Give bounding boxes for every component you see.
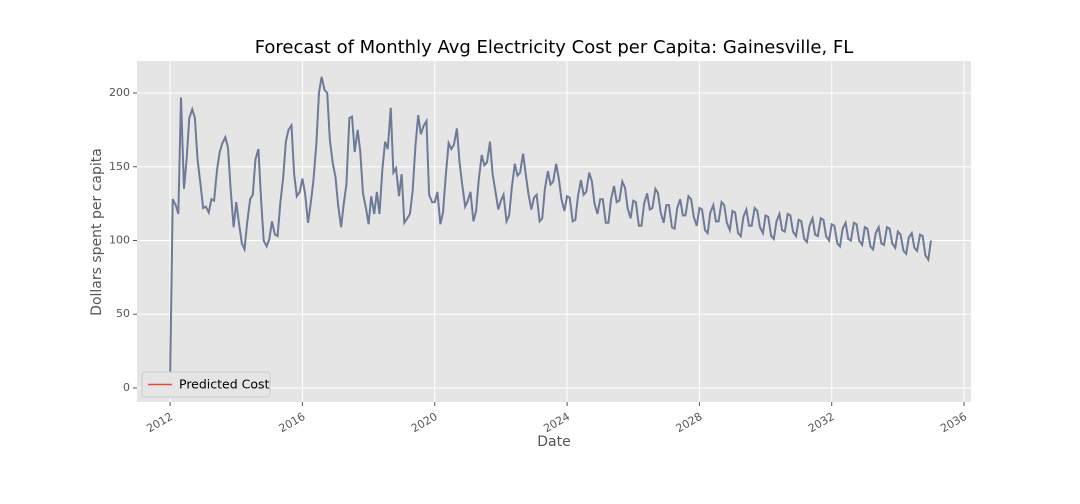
plot-area [137, 61, 971, 402]
y-tick-label: 100 [109, 233, 130, 246]
x-tick-label: 2016 [277, 410, 308, 435]
x-tick-label: 2012 [144, 410, 175, 435]
y-axis-label: Dollars spent per capita [89, 148, 105, 316]
legend-box [141, 371, 271, 398]
x-axis-label: Date [537, 434, 570, 450]
x-tick-label: 2036 [938, 410, 969, 435]
x-tick-label: 2028 [674, 410, 705, 435]
x-tick-label: 2032 [806, 410, 837, 435]
y-tick-label: 0 [123, 381, 130, 394]
legend-label: Predicted Cost [179, 377, 270, 392]
x-tick-label: 2020 [409, 410, 440, 435]
chart-title: Forecast of Monthly Avg Electricity Cost… [255, 37, 854, 58]
y-tick-label: 200 [109, 86, 130, 99]
y-tick-label: 150 [109, 160, 130, 173]
data-line [169, 76, 932, 381]
y-tick-label: 50 [116, 307, 130, 320]
x-tick-label: 2024 [541, 410, 572, 435]
